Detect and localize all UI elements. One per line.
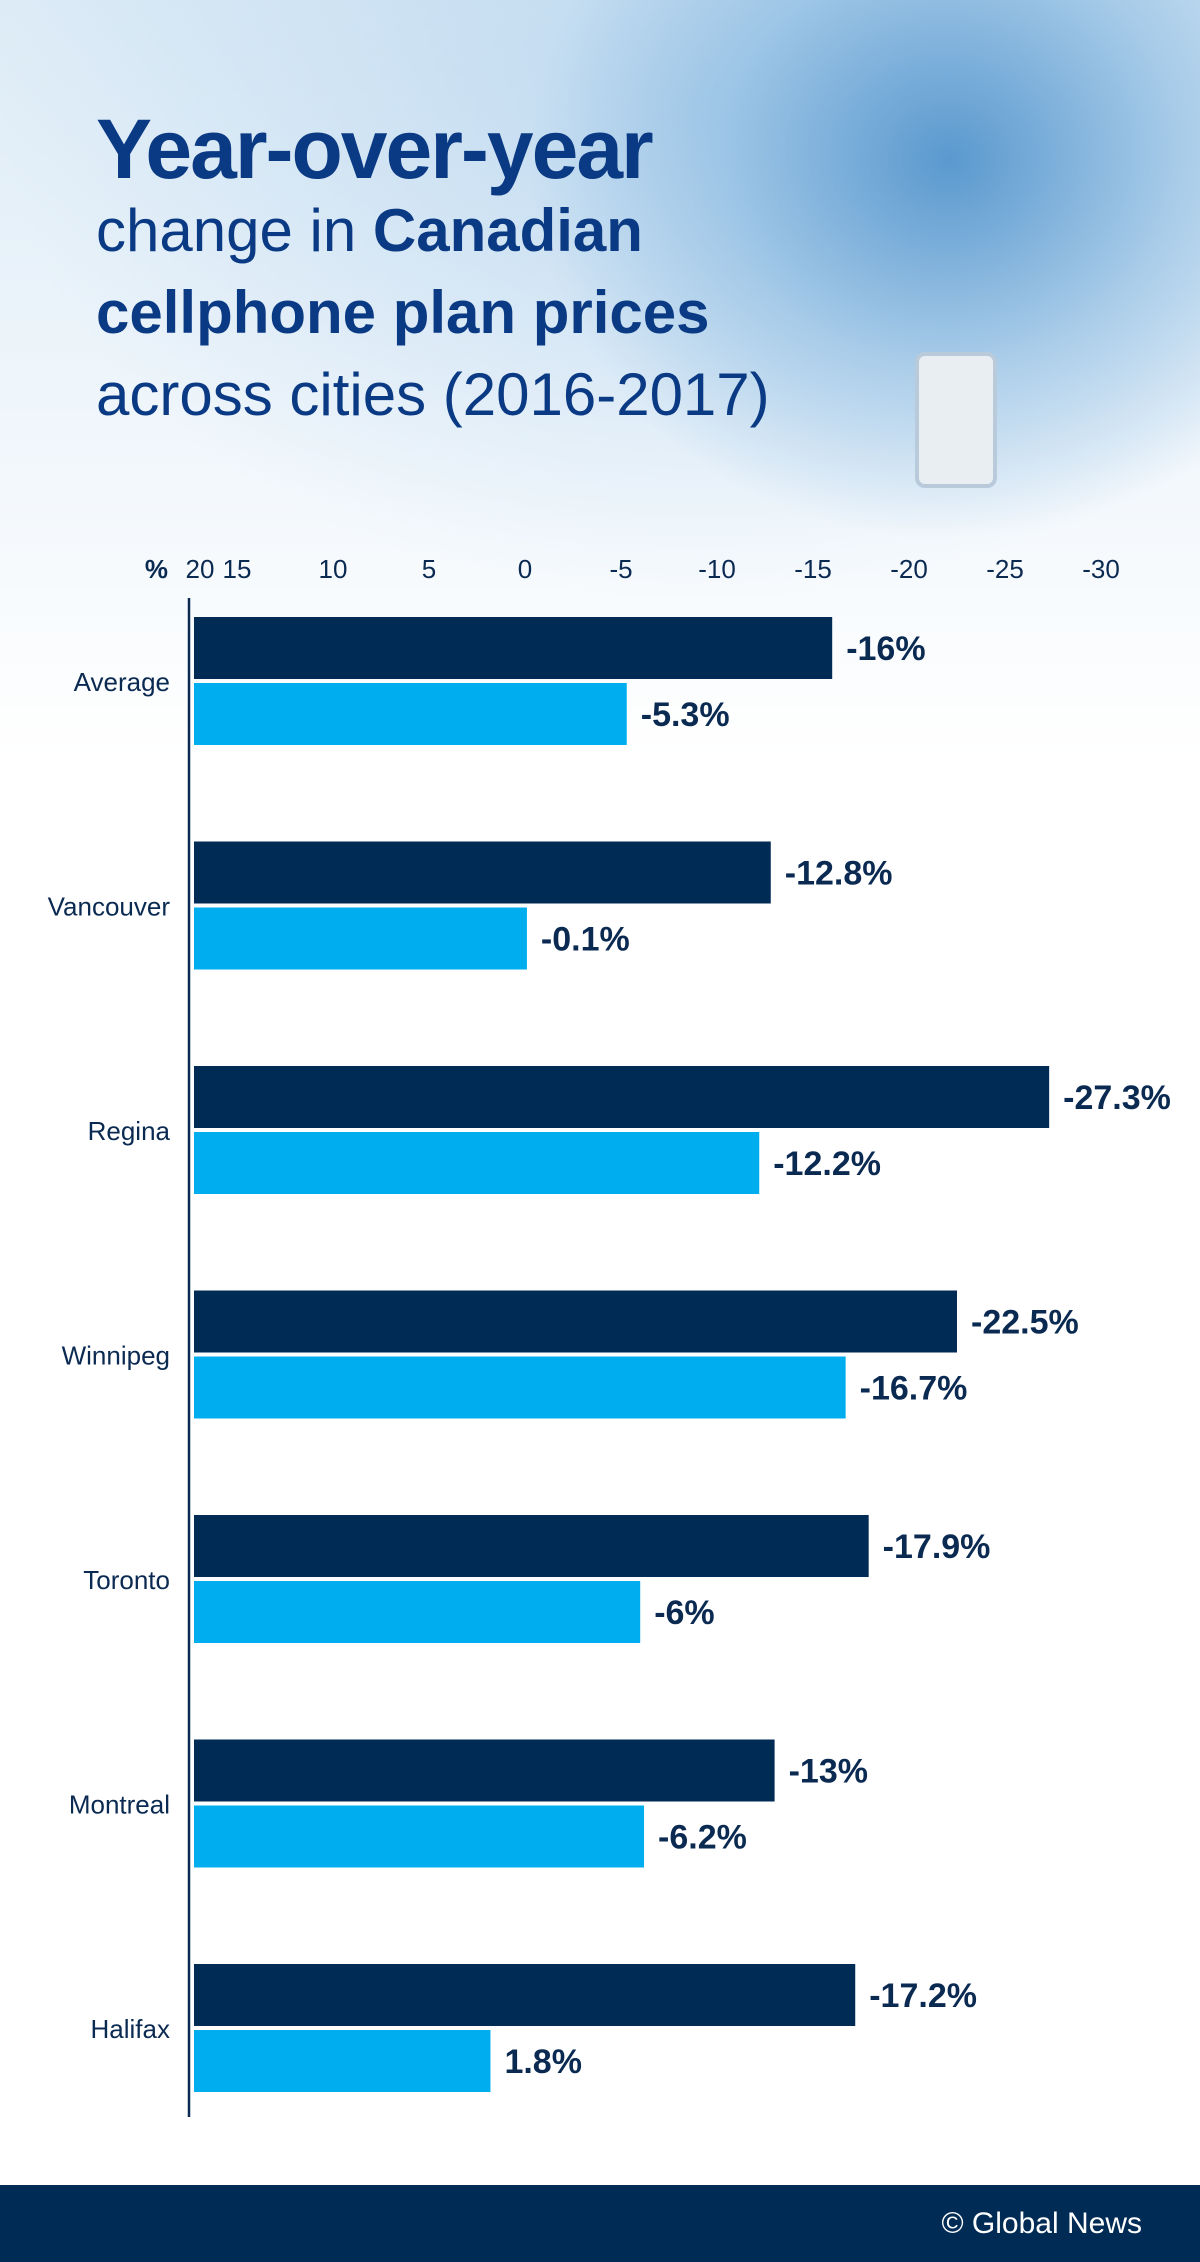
title-line-2-bold: Canadian <box>372 197 643 264</box>
x-tick-label: 20 <box>186 554 215 584</box>
data-label-montreal-series-1: -13% <box>789 1753 868 1791</box>
title-line-1: Year-over-year <box>96 102 654 196</box>
category-label-montreal: Montreal <box>69 1790 170 1820</box>
category-label-average: Average <box>74 667 170 697</box>
footer: © Global News <box>0 2185 1200 2262</box>
x-tick-label: -20 <box>890 554 928 584</box>
x-tick-label: -25 <box>986 554 1024 584</box>
footer-credit: © Global News <box>941 2207 1142 2240</box>
data-label-regina-series-2: -12.2% <box>773 1145 881 1183</box>
title-line-2-light: change in <box>96 197 373 264</box>
x-tick-label: 15 <box>223 554 252 584</box>
category-label-toronto: Toronto <box>83 1565 170 1595</box>
bar-regina-series-2 <box>194 1132 760 1194</box>
data-label-regina-series-1: -27.3% <box>1063 1079 1171 1117</box>
data-label-winnipeg-series-2: -16.7% <box>860 1370 968 1408</box>
bar-winnipeg-series-1 <box>194 1290 957 1353</box>
data-label-halifax-series-2: 1.8% <box>504 2043 582 2081</box>
category-label-halifax: Halifax <box>91 2014 170 2044</box>
bar-halifax-series-2 <box>194 2030 491 2092</box>
x-tick-label: 5 <box>422 554 436 584</box>
title-line-3: cellphone plan prices <box>96 279 710 346</box>
category-label-vancouver: Vancouver <box>48 892 171 922</box>
x-tick-label: 10 <box>319 554 348 584</box>
x-tick-label: -5 <box>609 554 632 584</box>
chart-title: Year-over-year change in Canadian cellph… <box>96 102 770 436</box>
x-tick-label: 0 <box>518 554 532 584</box>
data-label-halifax-series-1: -17.2% <box>869 1977 977 2015</box>
x-tick-label: -15 <box>794 554 832 584</box>
bar-montreal-series-1 <box>194 1739 775 1802</box>
bar-average-series-1 <box>194 617 833 679</box>
category-label-winnipeg: Winnipeg <box>62 1341 170 1371</box>
data-label-toronto-series-1: -17.9% <box>883 1528 991 1566</box>
data-label-toronto-series-2: -6% <box>654 1594 714 1632</box>
x-tick-label: -30 <box>1082 554 1120 584</box>
bar-winnipeg-series-2 <box>194 1356 846 1419</box>
bar-vancouver-series-2 <box>194 907 527 970</box>
data-label-average-series-1: -16% <box>846 630 925 668</box>
x-tick-label: -10 <box>698 554 736 584</box>
data-label-winnipeg-series-1: -22.5% <box>971 1304 1079 1342</box>
phone-image <box>915 352 997 488</box>
bar-average-series-2 <box>194 683 627 745</box>
bar-regina-series-1 <box>194 1066 1050 1128</box>
bar-toronto-series-1 <box>194 1515 869 1577</box>
data-label-average-series-2: -5.3% <box>641 696 730 734</box>
bar-toronto-series-2 <box>194 1581 641 1643</box>
axis-unit-label: % <box>145 554 168 584</box>
data-label-vancouver-series-1: -12.8% <box>785 855 893 893</box>
bar-vancouver-series-1 <box>194 841 771 904</box>
category-label-regina: Regina <box>88 1116 171 1146</box>
data-label-montreal-series-2: -6.2% <box>658 1819 747 1857</box>
bar-montreal-series-2 <box>194 1805 645 1868</box>
data-label-vancouver-series-2: -0.1% <box>541 921 630 959</box>
bar-halifax-series-1 <box>194 1964 856 2026</box>
title-line-4: across cities (2016-2017) <box>96 361 770 428</box>
